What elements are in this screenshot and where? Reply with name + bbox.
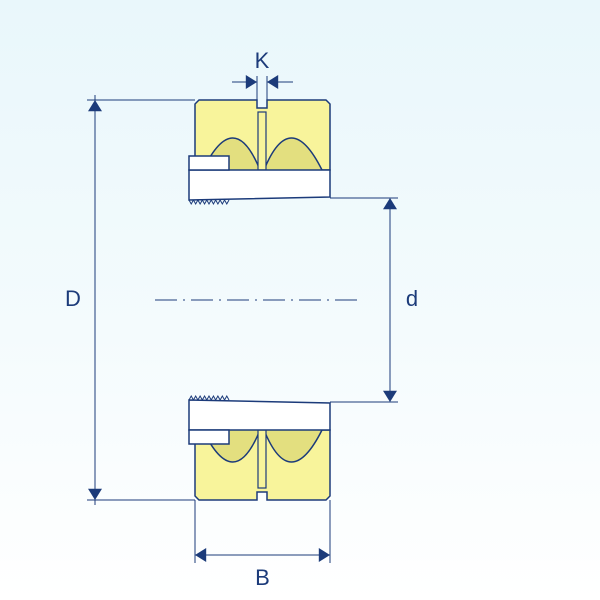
- svg-text:B: B: [255, 565, 270, 590]
- svg-text:D: D: [65, 286, 81, 311]
- svg-text:K: K: [255, 48, 270, 73]
- svg-text:d: d: [406, 286, 418, 311]
